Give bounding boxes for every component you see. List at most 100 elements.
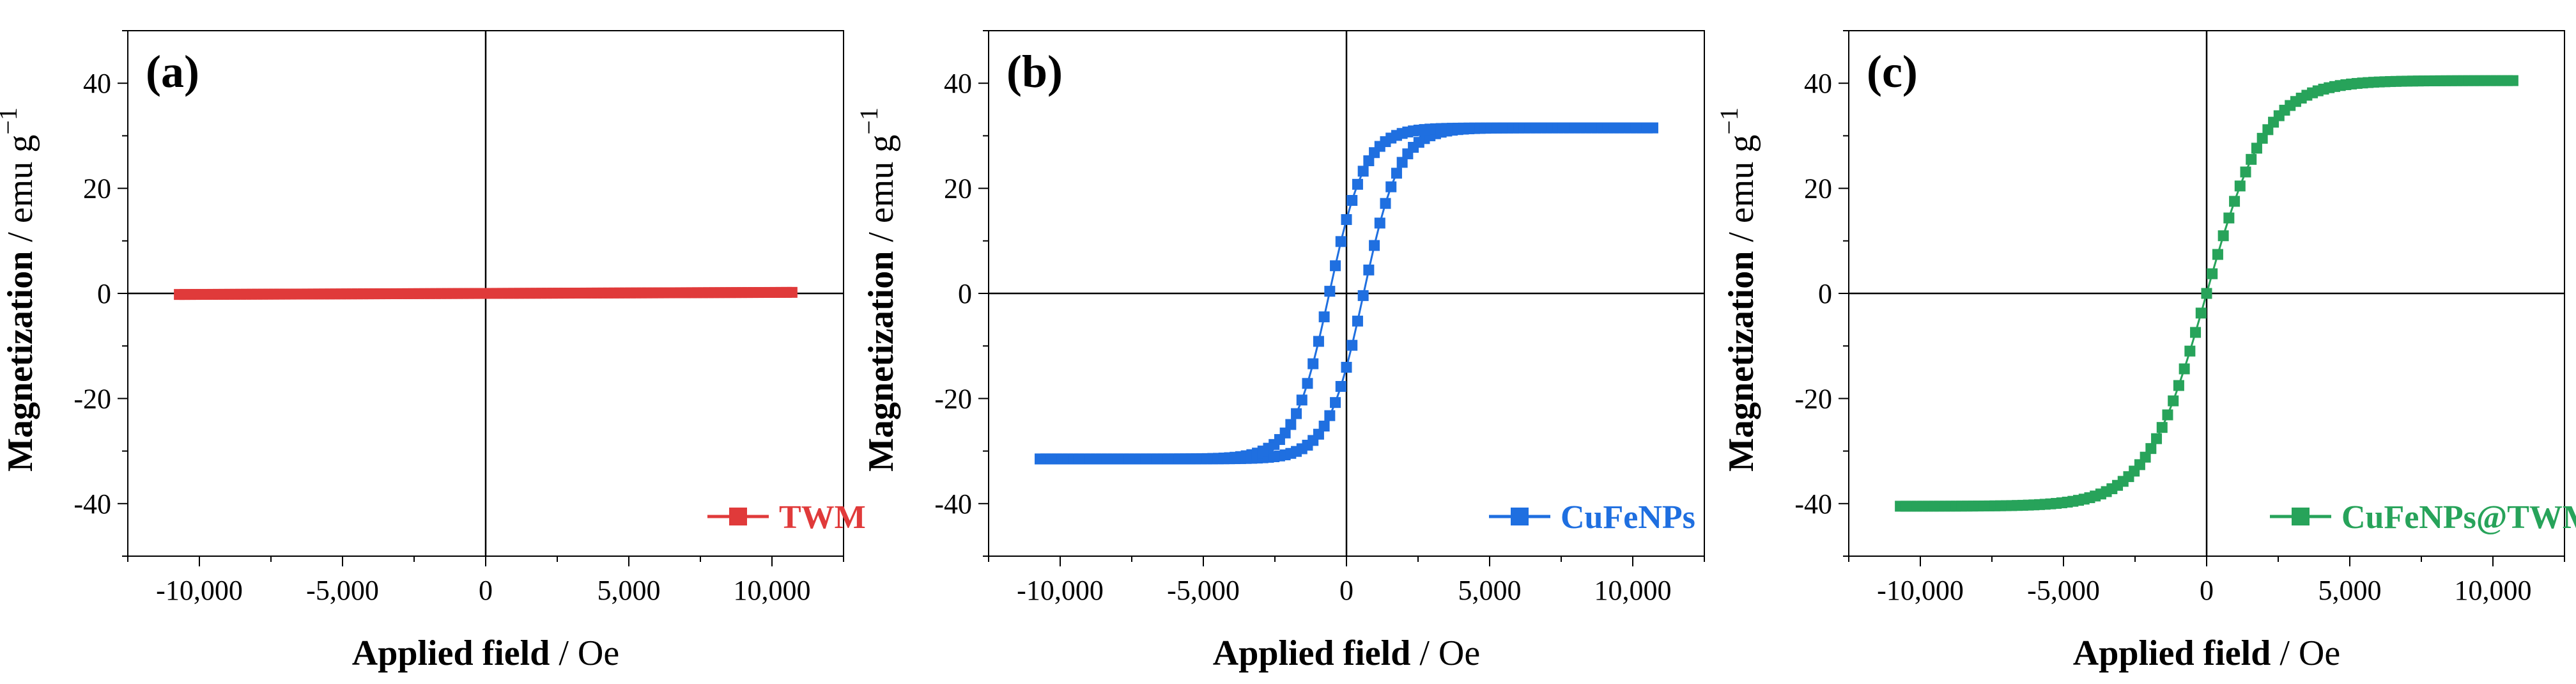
data-point: [2173, 380, 2184, 391]
chart-panel-a: -10,000 -5,000 0 5,000 10,000 -40 -20 0 20 40 Appl…: [0, 30, 866, 673]
data-point: [2145, 443, 2157, 455]
data-point: [2251, 143, 2262, 154]
x-tick-label: -10,000: [1877, 575, 1964, 606]
data-point: [2168, 395, 2179, 407]
data-point: [2217, 230, 2229, 242]
y-axis-title-exponent: −1: [0, 107, 22, 135]
data-point: [2507, 75, 2518, 86]
x-tick-label: 5,000: [598, 575, 661, 606]
chart-panel-b: -10,000 -5,000 0 5,000 10,000 -40 -20 0 20 40 Appl…: [854, 30, 1705, 673]
x-axis-title: Applied field / Oe: [1213, 633, 1480, 673]
y-tick-label: 40: [83, 68, 111, 99]
x-tick-label: 10,000: [734, 575, 811, 606]
x-axis-title-unit: / Oe: [1410, 633, 1480, 673]
y-tick-label: 0: [97, 278, 111, 309]
data-point: [2229, 196, 2241, 207]
y-tick-label: 20: [944, 173, 972, 205]
series-cufenps: [1035, 122, 1658, 465]
data-point: [1318, 311, 1330, 323]
x-tick-label: 5,000: [2318, 575, 2382, 606]
x-tick-label: 10,000: [1594, 575, 1672, 606]
data-point: [1330, 260, 1341, 272]
data-point: [786, 286, 798, 298]
data-point: [1374, 217, 1385, 229]
x-axis-title-unit: / Oe: [2271, 633, 2340, 673]
data-point: [1357, 290, 1369, 301]
data-point: [1369, 240, 1380, 251]
x-tick-label: -10,000: [1017, 575, 1104, 606]
data-point: [1324, 410, 1336, 421]
y-tick-label: -20: [73, 383, 111, 414]
data-point: [1330, 397, 1341, 408]
y-tick-label: -20: [934, 383, 972, 414]
data-point: [2156, 422, 2168, 433]
y-tick-label: 40: [944, 68, 972, 99]
x-tick-label: -10,000: [156, 575, 243, 606]
panel-label: (a): [146, 46, 199, 97]
y-tick-label: 40: [1804, 68, 1832, 99]
data-point: [1363, 155, 1375, 166]
y-axis-title: Magnetization / emu g−1: [0, 107, 40, 472]
data-point: [1385, 181, 1397, 192]
y-axis-title: Magnetization / emu g−1: [1715, 107, 1761, 472]
y-axis-title-quantity: Magnetization: [1722, 251, 1761, 472]
y-axis-title-unit: / emu g: [1, 135, 40, 251]
data-point: [1296, 394, 1307, 406]
y-tick-label: 20: [1804, 173, 1832, 205]
data-point: [1396, 157, 1408, 168]
data-point: [2223, 212, 2235, 224]
x-tick-label: -5,000: [2027, 575, 2100, 606]
data-point: [2201, 288, 2212, 299]
data-point: [2256, 132, 2268, 144]
x-axis-title: Applied field / Oe: [2073, 633, 2340, 673]
data-point: [2179, 363, 2190, 375]
data-point: [1391, 167, 1402, 179]
legend-marker: [729, 508, 747, 525]
data-point: [1307, 358, 1319, 369]
data-point: [2212, 249, 2223, 260]
x-axis-title-quantity: Applied field: [1213, 633, 1411, 673]
data-point: [2195, 307, 2207, 319]
panel-label: (b): [1006, 46, 1063, 97]
data-point: [1335, 236, 1346, 247]
x-tick-label: -5,000: [1167, 575, 1240, 606]
data-point: [1346, 339, 1358, 351]
y-axis-title: Magnetization / emu g−1: [854, 107, 901, 472]
legend-marker: [1511, 508, 1529, 525]
y-tick-label: 0: [1818, 278, 1832, 309]
data-point: [1346, 195, 1358, 206]
y-tick-label: -40: [934, 488, 972, 520]
data-point: [1341, 214, 1352, 225]
y-axis-title-exponent: −1: [854, 107, 883, 135]
data-point: [2184, 345, 2196, 357]
x-axis-title-unit: / Oe: [550, 633, 619, 673]
x-axis-title-quantity: Applied field: [352, 633, 550, 673]
data-point: [1285, 419, 1297, 430]
data-point: [1313, 336, 1324, 347]
data-point: [1352, 315, 1363, 327]
data-point: [2240, 166, 2251, 178]
data-point: [1341, 362, 1352, 373]
y-axis-title-quantity: Magnetization: [861, 251, 901, 472]
data-point: [1335, 380, 1346, 392]
x-tick-label: 5,000: [1458, 575, 1522, 606]
series-twm: [174, 286, 798, 300]
data-point: [2246, 153, 2257, 165]
data-point: [2162, 409, 2173, 421]
x-tick-label: 0: [2200, 575, 2214, 606]
y-axis-title-unit: / emu g: [861, 135, 901, 251]
legend-marker: [2292, 508, 2310, 525]
data-point: [2207, 268, 2218, 279]
x-tick-label: 0: [479, 575, 493, 606]
data-point: [2140, 451, 2151, 463]
data-point: [2190, 327, 2202, 338]
x-axis-title: Applied field / Oe: [352, 633, 619, 673]
data-point: [1035, 453, 1046, 465]
data-point: [2151, 433, 2163, 444]
legend-label: TWM: [779, 499, 866, 536]
y-axis-title-unit: / emu g: [1722, 135, 1761, 251]
data-point: [1357, 166, 1369, 177]
legend-label: CuFeNPs: [1561, 499, 1695, 536]
x-axis-title-quantity: Applied field: [2073, 633, 2271, 673]
